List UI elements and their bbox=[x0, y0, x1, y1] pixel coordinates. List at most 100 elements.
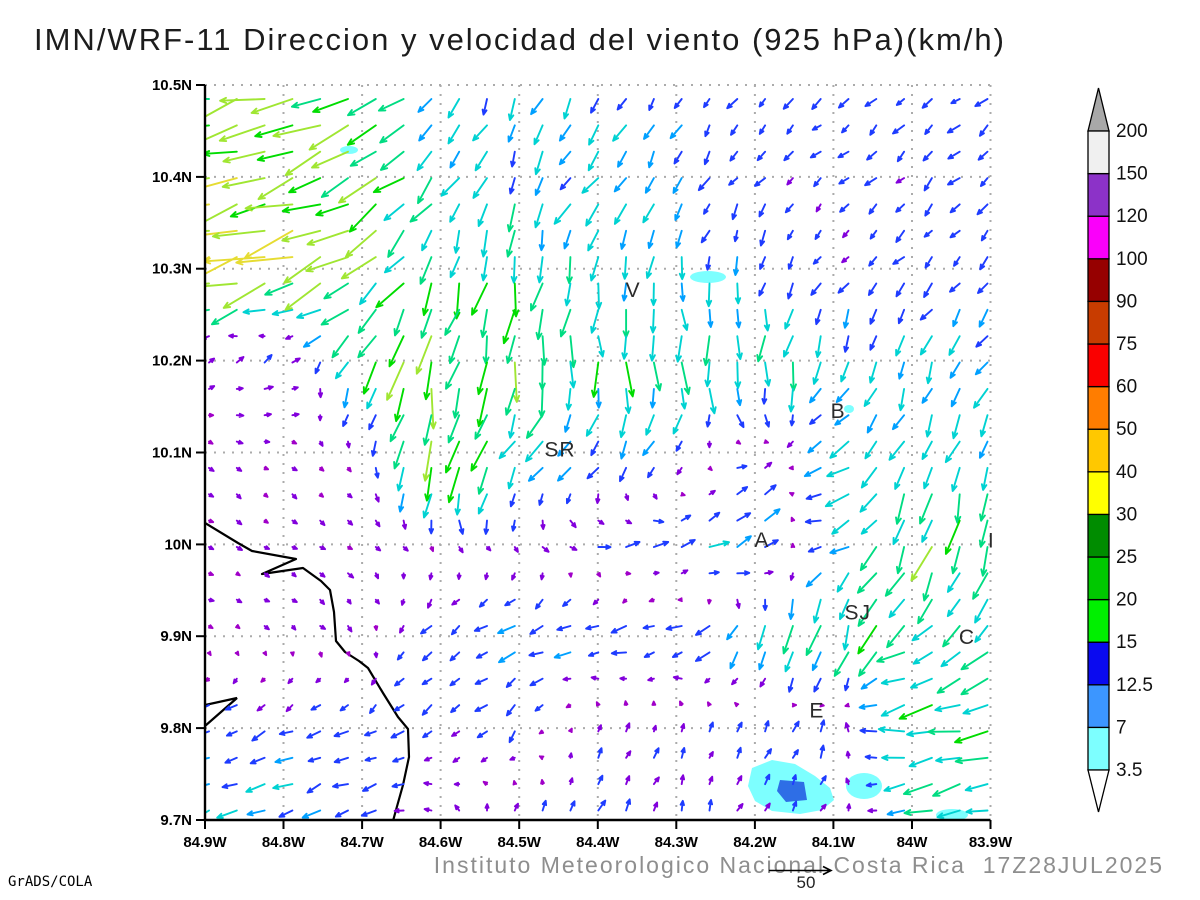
wind-arrow bbox=[597, 774, 604, 786]
wind-arrow bbox=[921, 387, 933, 404]
wind-arrow bbox=[912, 651, 933, 665]
wind-arrow bbox=[706, 701, 712, 707]
wind-arrow bbox=[621, 335, 628, 360]
wind-arrow bbox=[320, 308, 349, 326]
wind-arrow bbox=[927, 728, 961, 736]
wind-arrow bbox=[264, 282, 294, 296]
wind-arrow bbox=[263, 518, 269, 524]
wind-arrow bbox=[347, 98, 377, 117]
wind-arrow bbox=[758, 98, 767, 108]
wind-arrow bbox=[458, 519, 465, 535]
wind-arrow bbox=[346, 598, 352, 605]
wind-arrow bbox=[756, 150, 767, 162]
wind-arrow bbox=[680, 514, 692, 522]
wind-arrow bbox=[374, 572, 380, 580]
wind-arrow bbox=[221, 783, 238, 790]
wind-arrow bbox=[858, 651, 878, 677]
wind-arrow bbox=[347, 519, 354, 526]
wind-arrow bbox=[476, 730, 488, 739]
wind-arrow bbox=[274, 756, 294, 764]
x-tick-label: 83.9W bbox=[969, 834, 1013, 851]
wind-arrow bbox=[278, 730, 294, 736]
wind-arrow bbox=[423, 807, 433, 813]
wind-arrow bbox=[665, 625, 683, 631]
wind-arrow bbox=[205, 98, 210, 100]
wind-arrow bbox=[205, 150, 238, 157]
wind-arrow bbox=[235, 571, 241, 577]
wind-arrow bbox=[529, 677, 544, 687]
wind-arrow bbox=[428, 519, 435, 535]
wind-arrow bbox=[624, 493, 630, 501]
wind-arrow bbox=[705, 256, 711, 271]
colorbar-tick-label: 3.5 bbox=[1116, 760, 1142, 781]
wind-arrow bbox=[559, 177, 572, 191]
wind-arrow bbox=[396, 651, 405, 661]
wind-arrow bbox=[393, 440, 405, 470]
wind-arrow bbox=[445, 440, 461, 474]
wind-arrow bbox=[731, 677, 739, 686]
wind-arrow bbox=[235, 598, 243, 604]
wind-arrow bbox=[807, 546, 822, 553]
wind-arrow bbox=[311, 150, 349, 169]
wind-arrow bbox=[978, 124, 989, 137]
wind-arrow bbox=[394, 387, 405, 423]
colorbar-segment bbox=[1087, 258, 1110, 303]
wind-arrow bbox=[540, 519, 546, 530]
wind-arrow bbox=[401, 572, 407, 580]
wind-arrow bbox=[498, 651, 516, 664]
wind-arrow bbox=[643, 124, 655, 140]
wind-arrow bbox=[764, 720, 770, 733]
wind-arrow bbox=[733, 229, 739, 243]
wind-arrow bbox=[819, 744, 826, 759]
wind-arrow bbox=[205, 229, 210, 232]
wind-arrow bbox=[536, 256, 544, 284]
wind-arrow bbox=[922, 572, 933, 602]
wind-arrow bbox=[759, 229, 767, 247]
wind-arrow bbox=[788, 598, 795, 620]
wind-arrow bbox=[949, 203, 961, 214]
wind-arrow bbox=[557, 466, 572, 482]
wind-arrow bbox=[318, 466, 325, 472]
y-tick-label: 10.3N bbox=[152, 261, 192, 278]
wind-arrow bbox=[953, 256, 961, 267]
wind-arrow bbox=[447, 466, 461, 504]
wind-arrow bbox=[272, 124, 322, 138]
wind-arrow bbox=[736, 803, 744, 812]
wind-arrow bbox=[736, 464, 748, 470]
wind-arrow bbox=[735, 598, 741, 609]
wind-arrow bbox=[306, 229, 349, 246]
wind-arrow bbox=[782, 98, 794, 110]
wind-arrow bbox=[952, 308, 961, 328]
wind-arrow bbox=[569, 335, 577, 369]
y-tick-label: 9.9N bbox=[160, 628, 192, 645]
wind-arrow bbox=[256, 150, 294, 162]
wind-arrow bbox=[333, 730, 349, 738]
wind-arrow bbox=[453, 282, 461, 320]
wind-arrow bbox=[625, 571, 632, 576]
wind-arrow bbox=[791, 720, 800, 733]
colorbar-segment bbox=[1087, 598, 1110, 643]
x-tick-label: 84.1W bbox=[812, 834, 856, 851]
wind-arrow bbox=[540, 335, 548, 366]
wind-arrow bbox=[652, 570, 660, 576]
wind-arrow bbox=[857, 598, 878, 627]
wind-arrow bbox=[538, 493, 544, 506]
wind-arrow bbox=[677, 597, 683, 603]
wind-arrow bbox=[805, 572, 822, 588]
wind-arrow bbox=[225, 730, 238, 737]
wind-arrow bbox=[553, 651, 572, 659]
wind-arrow bbox=[726, 625, 739, 641]
wind-arrow bbox=[208, 492, 215, 498]
wind-arrow bbox=[344, 229, 377, 258]
wind-arrow bbox=[422, 730, 433, 739]
wind-arrow bbox=[979, 493, 989, 522]
wind-arrow bbox=[506, 229, 516, 258]
wind-arrow bbox=[505, 677, 516, 688]
wind-arrow bbox=[950, 387, 961, 408]
wind-arrow bbox=[735, 308, 742, 329]
station-label: V bbox=[626, 279, 641, 302]
wind-arrow bbox=[474, 704, 488, 713]
wind-arrow bbox=[922, 150, 933, 162]
wind-arrow bbox=[763, 308, 771, 332]
wind-arrow bbox=[812, 361, 822, 385]
